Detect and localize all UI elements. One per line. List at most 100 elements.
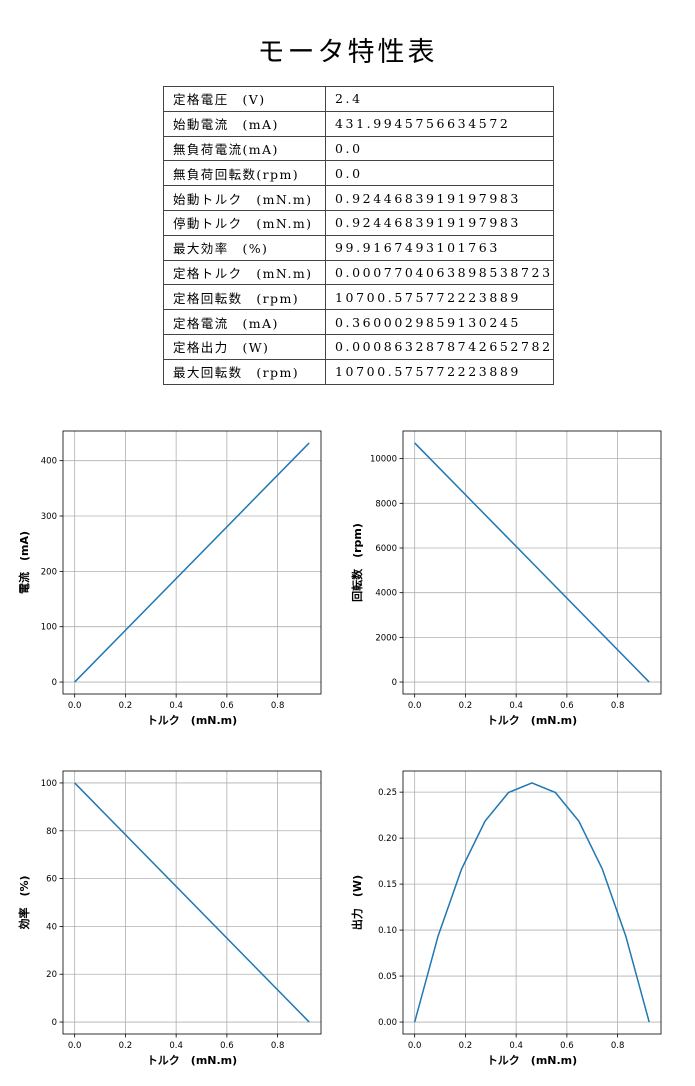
chart-1-y-tick-label: 2000 xyxy=(375,633,397,643)
chart-1-x-tick-label: 0.8 xyxy=(611,701,625,711)
spec-label: 最大回転数 (rpm) xyxy=(163,358,326,385)
chart-0-x-tick-label: 0.0 xyxy=(68,701,82,711)
table-row: 始動電流 (mA) 431.9945756634572 xyxy=(163,110,554,137)
spec-value: 0.9244683919197983 xyxy=(325,209,554,236)
chart-3-y-tick-label: 0.15 xyxy=(378,880,397,890)
chart-3-plot-frame xyxy=(402,770,662,1035)
chart-1-x-axis-label: トルク (mN.m) xyxy=(487,714,577,727)
table-row: 定格トルク (mN.m) 0.0007704063898538723 xyxy=(163,259,554,286)
chart-3-y-tick-label: 0.25 xyxy=(378,788,397,798)
chart-3-x-tick-label: 0.0 xyxy=(408,1041,422,1051)
chart-2-x-tick-label: 0.8 xyxy=(271,1041,285,1051)
table-row: 停動トルク (mN.m) 0.9244683919197983 xyxy=(163,209,554,236)
spec-label: 定格回転数 (rpm) xyxy=(163,284,326,311)
chart-0-y-tick-label: 200 xyxy=(41,567,57,577)
table-row: 定格出力 (W) 0.0008632878742652782 xyxy=(163,333,554,360)
chart-2-x-tick-label: 0.2 xyxy=(119,1041,133,1051)
spec-value: 0.9244683919197983 xyxy=(325,185,554,211)
spec-value: 0.0 xyxy=(325,160,554,187)
chart-1-y-tick-label: 4000 xyxy=(375,589,397,599)
table-row: 始動トルク (mN.m) 0.9244683919197983 xyxy=(163,185,554,211)
chart-0-x-tick-label: 0.8 xyxy=(271,701,285,711)
chart-2-y-tick-label: 100 xyxy=(41,779,57,789)
chart-2-y-axis-label: 効率 (%) xyxy=(17,875,31,929)
efficiency-chart-svg: 0.0 0.2 0.4 0.6 0.8 0 20 40 60 80 100 トルク (mN.m) 効率 … xyxy=(17,770,322,1067)
table-row: 最大効率 (%) 99.9167493101763 xyxy=(163,234,554,261)
spec-label: 停動トルク (mN.m) xyxy=(163,209,326,236)
chart-3-y-tick-label: 0.10 xyxy=(378,926,397,936)
spec-label: 始動トルク (mN.m) xyxy=(163,185,326,211)
chart-3-x-tick-label: 0.4 xyxy=(509,1041,523,1051)
page-title: モータ特性表 xyxy=(257,37,438,68)
chart-1-y-tick-label: 8000 xyxy=(375,499,397,509)
efficiency-chart: 0.0 0.2 0.4 0.6 0.8 0 20 40 60 80 100 トルク (mN.m) 効率 … xyxy=(0,760,340,1070)
spec-label: 無負荷回転数(rpm) xyxy=(163,160,326,187)
chart-1-x-tick-label: 0.0 xyxy=(408,701,422,711)
chart-0-y-tick-label: 0 xyxy=(52,678,57,688)
chart-3-series-line-0 xyxy=(413,782,650,1023)
spec-value: 10700.575772223889 xyxy=(325,284,554,311)
spec-label: 始動電流 (mA) xyxy=(163,110,326,137)
chart-1-x-tick-label: 0.2 xyxy=(459,701,473,711)
spec-label: 無負荷電流(mA) xyxy=(163,135,326,162)
chart-2-y-tick-label: 60 xyxy=(46,875,57,885)
table-row: 最大回転数 (rpm) 10700.575772223889 xyxy=(163,358,554,385)
chart-0-y-tick-label: 300 xyxy=(41,512,57,522)
table-row: 無負荷電流(mA) 0.0 xyxy=(163,135,554,162)
spec-value: 2.4 xyxy=(325,86,554,112)
spec-value: 99.9167493101763 xyxy=(325,234,554,261)
chart-3-x-tick-label: 0.2 xyxy=(459,1041,473,1051)
spec-value: 0.0007704063898538723 xyxy=(325,259,554,286)
spec-value: 0.0 xyxy=(325,135,554,162)
spec-value: 431.9945756634572 xyxy=(325,110,554,137)
chart-2-x-tick-label: 0.0 xyxy=(68,1041,82,1051)
current-chart: 0.0 0.2 0.4 0.6 0.8 0 100 200 300 400 トルク (mN.m) 電流… xyxy=(0,420,340,730)
spec-label: 最大効率 (%) xyxy=(163,234,326,261)
chart-0-series-line-0 xyxy=(74,442,310,683)
spec-table: 定格電圧 (V) 2.4 始動電流 (mA) 431.9945756634572 無… xyxy=(163,86,554,385)
chart-2-y-tick-label: 80 xyxy=(46,827,57,837)
chart-0-plot-frame xyxy=(62,430,322,695)
chart-3-x-tick-label: 0.8 xyxy=(611,1041,625,1051)
spec-label: 定格電圧 (V) xyxy=(163,86,326,112)
table-row: 無負荷回転数(rpm) 0.0 xyxy=(163,160,554,187)
chart-1-y-tick-label: 10000 xyxy=(370,455,397,465)
table-row: 定格回転数 (rpm) 10700.575772223889 xyxy=(163,284,554,311)
table-row: 定格電圧 (V) 2.4 xyxy=(163,86,554,112)
current-chart-svg: 0.0 0.2 0.4 0.6 0.8 0 100 200 300 400 トルク (mN.m) 電流… xyxy=(17,430,322,727)
speed-chart: 0.0 0.2 0.4 0.6 0.8 0 2000 4000 6000 8000 10000 トルク… xyxy=(348,420,688,730)
output-chart: 0.0 0.2 0.4 0.6 0.8 0.00 0.05 0.10 0.15 0.20 0.25 ト… xyxy=(348,760,688,1070)
chart-3-y-tick-label: 0.05 xyxy=(378,972,397,982)
chart-0-x-tick-label: 0.6 xyxy=(220,701,234,711)
chart-2-x-tick-label: 0.4 xyxy=(169,1041,183,1051)
spec-label: 定格電流 (mA) xyxy=(163,309,326,335)
chart-0-x-axis-label: トルク (mN.m) xyxy=(147,714,237,727)
chart-2-y-tick-label: 40 xyxy=(46,922,57,932)
chart-0-x-tick-label: 0.4 xyxy=(169,701,183,711)
chart-0-y-axis-label: 電流 (mA) xyxy=(17,531,31,594)
chart-1-y-tick-label: 6000 xyxy=(375,544,397,554)
chart-2-plot-frame xyxy=(62,770,322,1035)
chart-1-x-tick-label: 0.4 xyxy=(509,701,523,711)
spec-label: 定格トルク (mN.m) xyxy=(163,259,326,286)
speed-chart-svg: 0.0 0.2 0.4 0.6 0.8 0 2000 4000 6000 8000 10000 トルク… xyxy=(350,430,662,727)
spec-value: 0.3600029859130245 xyxy=(325,309,554,335)
chart-3-y-tick-label: 0.20 xyxy=(378,834,397,844)
chart-1-y-axis-label: 回転数 (rpm) xyxy=(350,523,364,602)
chart-1-series-line-0 xyxy=(414,442,650,683)
chart-1-y-tick-label: 0 xyxy=(392,678,397,688)
spec-value: 0.0008632878742652782 xyxy=(325,333,554,360)
spec-value: 10700.575772223889 xyxy=(325,358,554,385)
chart-2-series-line-0 xyxy=(74,782,310,1023)
chart-0-y-tick-label: 100 xyxy=(41,623,57,633)
chart-3-x-axis-label: トルク (mN.m) xyxy=(487,1054,577,1067)
chart-1-x-tick-label: 0.6 xyxy=(560,701,574,711)
chart-2-y-tick-label: 0 xyxy=(52,1018,57,1028)
chart-3-x-tick-label: 0.6 xyxy=(560,1041,574,1051)
table-row: 定格電流 (mA) 0.3600029859130245 xyxy=(163,309,554,335)
output-chart-svg: 0.0 0.2 0.4 0.6 0.8 0.00 0.05 0.10 0.15 0.20 0.25 ト… xyxy=(350,770,662,1067)
chart-2-y-tick-label: 20 xyxy=(46,970,57,980)
chart-0-x-tick-label: 0.2 xyxy=(119,701,133,711)
chart-3-y-axis-label: 出力 (W) xyxy=(350,875,364,930)
chart-2-x-axis-label: トルク (mN.m) xyxy=(147,1054,237,1067)
